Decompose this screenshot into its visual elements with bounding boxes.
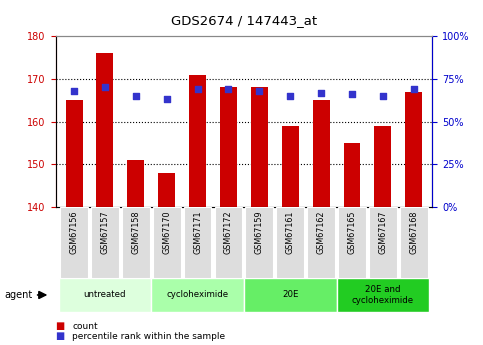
Point xyxy=(286,93,294,99)
Point xyxy=(70,88,78,93)
FancyBboxPatch shape xyxy=(153,207,181,278)
Text: percentile rank within the sample: percentile rank within the sample xyxy=(72,332,226,341)
FancyBboxPatch shape xyxy=(244,278,337,312)
Point xyxy=(101,85,109,90)
Text: GSM67156: GSM67156 xyxy=(70,210,79,254)
FancyBboxPatch shape xyxy=(338,207,366,278)
FancyBboxPatch shape xyxy=(337,278,429,312)
Bar xyxy=(374,126,391,207)
Text: GSM67159: GSM67159 xyxy=(255,210,264,254)
Bar xyxy=(97,53,114,207)
FancyBboxPatch shape xyxy=(60,207,88,278)
Point xyxy=(410,86,418,92)
FancyBboxPatch shape xyxy=(214,207,242,278)
Point xyxy=(225,86,232,92)
Text: untreated: untreated xyxy=(84,290,126,299)
Text: ■: ■ xyxy=(56,332,65,341)
Point xyxy=(317,90,325,95)
Bar xyxy=(313,100,329,207)
Text: GSM67168: GSM67168 xyxy=(409,210,418,254)
Text: 20E: 20E xyxy=(282,290,298,299)
Bar xyxy=(282,126,298,207)
Point xyxy=(348,91,356,97)
FancyBboxPatch shape xyxy=(245,207,273,278)
Bar xyxy=(343,143,360,207)
Point xyxy=(132,93,140,99)
Bar xyxy=(66,100,83,207)
Text: GSM67170: GSM67170 xyxy=(162,210,171,254)
FancyBboxPatch shape xyxy=(151,278,244,312)
Bar xyxy=(158,173,175,207)
Point xyxy=(163,97,170,102)
FancyBboxPatch shape xyxy=(369,207,397,278)
Text: GSM67157: GSM67157 xyxy=(100,210,110,254)
Text: GSM67161: GSM67161 xyxy=(286,210,295,254)
Text: cycloheximide: cycloheximide xyxy=(167,290,228,299)
Bar xyxy=(189,75,206,207)
Text: GSM67162: GSM67162 xyxy=(317,210,326,254)
Bar xyxy=(405,92,422,207)
FancyBboxPatch shape xyxy=(184,207,212,278)
FancyBboxPatch shape xyxy=(91,207,119,278)
Text: 20E and
cycloheximide: 20E and cycloheximide xyxy=(352,285,414,305)
Text: count: count xyxy=(72,322,98,331)
Text: GSM67167: GSM67167 xyxy=(378,210,387,254)
Text: GSM67172: GSM67172 xyxy=(224,210,233,254)
Text: ■: ■ xyxy=(56,321,65,331)
Text: GDS2674 / 147443_at: GDS2674 / 147443_at xyxy=(171,14,317,27)
FancyBboxPatch shape xyxy=(122,207,150,278)
Bar xyxy=(128,160,144,207)
FancyBboxPatch shape xyxy=(307,207,335,278)
Point xyxy=(379,93,387,99)
Text: GSM67165: GSM67165 xyxy=(347,210,356,254)
Bar xyxy=(251,87,268,207)
Point xyxy=(194,86,201,92)
Text: GSM67158: GSM67158 xyxy=(131,210,141,254)
FancyBboxPatch shape xyxy=(58,278,151,312)
FancyBboxPatch shape xyxy=(276,207,304,278)
Bar xyxy=(220,87,237,207)
Text: agent: agent xyxy=(5,290,33,300)
Point xyxy=(256,88,263,93)
FancyBboxPatch shape xyxy=(400,207,427,278)
Text: GSM67171: GSM67171 xyxy=(193,210,202,254)
